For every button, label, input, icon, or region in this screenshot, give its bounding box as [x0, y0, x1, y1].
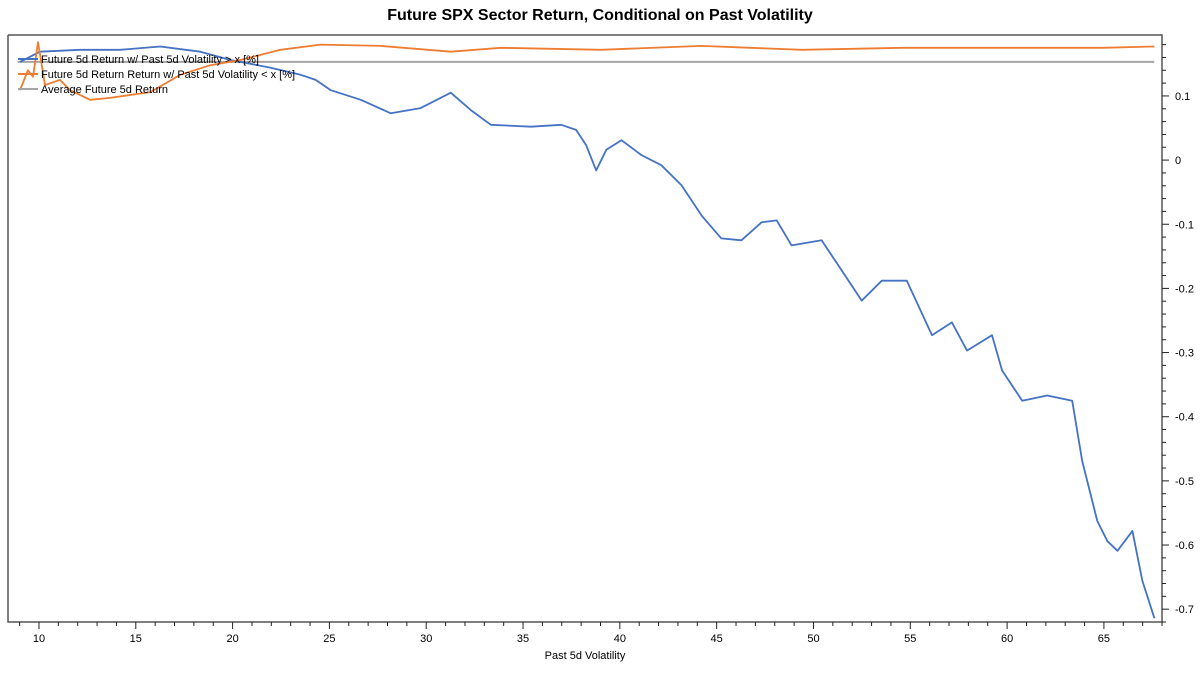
x-tick-label: 15 — [130, 633, 142, 645]
y-tick-label: -0.5 — [1175, 476, 1194, 488]
x-tick-label: 50 — [807, 633, 819, 645]
series-line-1 — [19, 41, 1155, 101]
y-tick-label: -0.3 — [1175, 348, 1194, 360]
legend: Future 5d Return w/ Past 5d Volatility >… — [18, 54, 295, 96]
x-tick-label: 40 — [614, 633, 626, 645]
x-axis-label: Past 5d Volatility — [544, 650, 626, 662]
plot-frame — [7, 34, 1163, 623]
x-tick-label: 45 — [711, 633, 723, 645]
y-tick-label: -0.7 — [1175, 604, 1194, 616]
x-tick-label: 65 — [1098, 633, 1110, 645]
legend-label: Average Future 5d Return — [41, 84, 168, 96]
x-tick-label: 35 — [517, 633, 529, 645]
axes: 10 15 20 25 30 35 40 45 50 55 60 65 0.1 0 -0.1 -0.2 -0.3… — [7, 34, 1194, 645]
chart-title: Future SPX Sector Return, Conditional on… — [387, 7, 813, 24]
series-line-0 — [19, 45, 1156, 619]
y-tick-label: -0.4 — [1175, 412, 1194, 424]
x-tick-label: 25 — [323, 633, 335, 645]
x-tick-label: 10 — [33, 633, 45, 645]
legend-label: Future 5d Return w/ Past 5d Volatility >… — [41, 54, 259, 66]
x-tick-label: 55 — [904, 633, 916, 645]
x-tick-label: 30 — [420, 633, 432, 645]
x-tick-label: 20 — [226, 633, 238, 645]
legend-label: Future 5d Return Return w/ Past 5d Volat… — [41, 69, 295, 81]
y-tick-label: 0.1 — [1175, 91, 1190, 103]
y-tick-label: -0.1 — [1175, 219, 1194, 231]
series-lines — [17, 41, 1156, 619]
y-tick-label: 0 — [1175, 155, 1181, 167]
x-tick-label: 60 — [1001, 633, 1013, 645]
y-tick-label: -0.2 — [1175, 283, 1194, 295]
y-tick-label: -0.6 — [1175, 540, 1194, 552]
